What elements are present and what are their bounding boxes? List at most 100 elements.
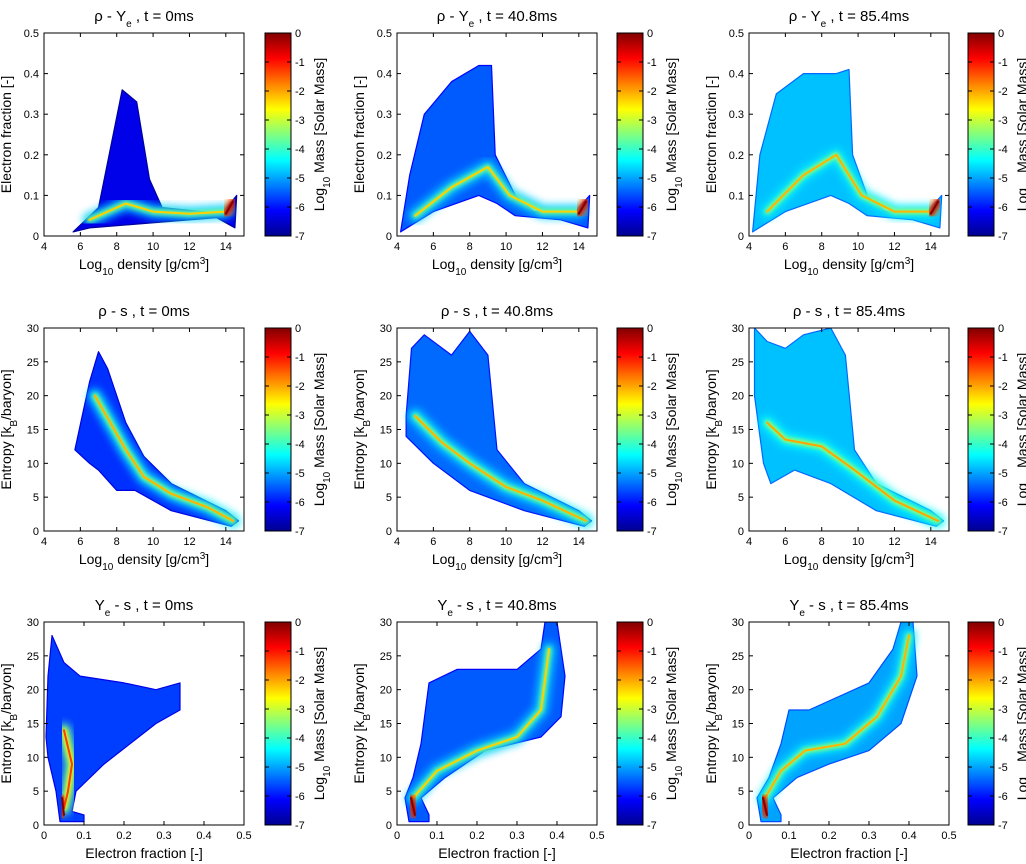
x-tick-label: 4 (41, 241, 47, 253)
mass-ridge-core (766, 153, 932, 213)
panel-p20: 0 0.1 0.2 0.3 0.4 0.5 0 5 10 15 20 25 30 Ye - s , t =… (0, 597, 333, 861)
y-axis-label: Entropy [kB/baryon] (0, 369, 20, 489)
y-tick-label: 0 (33, 820, 39, 832)
y-tick-label: 20 (380, 685, 392, 697)
y-tick-label: 15 (27, 425, 39, 437)
colorbar-tick-label: -7 (295, 231, 305, 243)
y-tick-label: 15 (380, 425, 392, 437)
x-tick-label: 14 (925, 536, 937, 548)
x-axis-label: Electron fraction [-] (85, 845, 203, 861)
x-tick-label: 0 (746, 830, 752, 842)
colorbar-tick-label: -5 (295, 173, 305, 185)
colorbar-tick-label: 0 (647, 28, 653, 40)
y-tick-label: 5 (386, 492, 392, 504)
x-tick-label: 0.3 (156, 830, 171, 842)
y-tick-label: 0 (33, 231, 39, 243)
y-tick-label: 0.3 (377, 109, 392, 121)
colorbar-gradient (616, 327, 644, 532)
colorbar-tick-label: -7 (998, 526, 1008, 538)
x-tick-label: 0.3 (509, 830, 524, 842)
colorbar: 0 -1 -2 -3 -4 -5 -6 -7 Log10 Mass [Solar Mass] (616, 28, 685, 243)
x-tick-label: 10 (852, 241, 864, 253)
x-tick-label: 6 (782, 241, 788, 253)
panel-title: Ye - s , t = 40.8ms (437, 597, 556, 619)
x-tick-label: 0.5 (236, 830, 251, 842)
x-tick-label: 4 (746, 536, 752, 548)
colorbar-tick-label: -4 (295, 144, 305, 156)
colorbar-gradient (967, 621, 995, 826)
y-tick-label: 5 (738, 492, 744, 504)
y-axis-label: Entropy [kB/baryon] (0, 663, 20, 783)
y-tick-label: 0.4 (24, 69, 39, 81)
colorbar-tick-label: -1 (295, 57, 305, 69)
y-tick-label: 0 (386, 231, 392, 243)
y-tick-label: 10 (380, 458, 392, 470)
colorbar-tick-label: -2 (647, 675, 657, 687)
y-tick-label: 20 (27, 685, 39, 697)
heatmap-data (45, 634, 181, 823)
x-tick-label: 6 (430, 241, 436, 253)
mass-ridge-core (88, 202, 227, 221)
y-tick-label: 30 (27, 617, 39, 629)
colorbar-tick-label: -2 (998, 675, 1008, 687)
colorbar: 0 -1 -2 -3 -4 -5 -6 -7 Log10 Mass [Solar Mass] (616, 323, 685, 538)
colorbar-tick-label: -4 (647, 733, 657, 745)
x-tick-label: 10 (500, 241, 512, 253)
y-tick-label: 25 (27, 357, 39, 369)
x-tick-label: 10 (500, 536, 512, 548)
colorbar-tick-label: -2 (295, 675, 305, 687)
mass-region (45, 634, 181, 823)
y-tick-label: 25 (732, 651, 744, 663)
colorbar-tick-label: -3 (647, 410, 657, 422)
colorbar-gradient (616, 32, 644, 237)
panel-title: ρ - s , t = 85.4ms (793, 303, 905, 320)
panel-p12: 4 6 8 10 12 14 0 5 10 15 20 25 30 ρ - s , t = 85.4ms L… (703, 303, 1026, 573)
colorbar-gradient (264, 327, 292, 532)
x-tick-label: 0 (394, 830, 400, 842)
x-tick-label: 0.1 (429, 830, 444, 842)
mass-ridge-core (410, 796, 416, 816)
panel-p22: 0 0.1 0.2 0.3 0.4 0.5 0 5 10 15 20 25 30 Ye - s , t =… (703, 597, 1026, 861)
panel-p11: 4 6 8 10 12 14 0 5 10 15 20 25 30 ρ - s , t = 40.8ms L… (351, 303, 685, 573)
colorbar-tick-label: -6 (647, 791, 657, 803)
colorbar-tick-label: -7 (647, 820, 657, 832)
x-tick-label: 0.4 (901, 830, 916, 842)
x-tick-label: 14 (925, 241, 937, 253)
colorbar-tick-label: -1 (295, 352, 305, 364)
x-tick-label: 14 (573, 241, 585, 253)
colorbar-label: Log10 Mass [Solar Mass] (663, 58, 685, 212)
colorbar-tick-label: -2 (998, 381, 1008, 393)
x-tick-label: 0.5 (941, 830, 956, 842)
y-tick-label: 25 (732, 357, 744, 369)
x-axis-label: Log10 density [g/cm3] (79, 256, 209, 278)
colorbar-tick-label: -2 (647, 86, 657, 98)
x-tick-label: 14 (573, 536, 585, 548)
y-axis-label: Entropy [kB/baryon] (351, 369, 373, 489)
x-tick-label: 6 (77, 241, 83, 253)
colorbar-tick-label: -4 (295, 439, 305, 451)
colorbar-tick-label: -1 (647, 646, 657, 658)
panel-p02: 4 6 8 10 12 14 0 0.1 0.2 0.3 0.4 0.5 ρ - Ye , t = 85… (703, 8, 1026, 278)
y-tick-label: 10 (732, 752, 744, 764)
y-tick-label: 5 (33, 786, 39, 798)
x-tick-label: 0.3 (861, 830, 876, 842)
y-tick-label: 0 (386, 820, 392, 832)
y-tick-label: 10 (27, 458, 39, 470)
x-tick-label: 4 (394, 241, 400, 253)
colorbar-tick-label: -1 (647, 352, 657, 364)
colorbar-tick-label: -1 (647, 57, 657, 69)
panel-p21: 0 0.1 0.2 0.3 0.4 0.5 0 5 10 15 20 25 30 Ye - s , t =… (351, 597, 685, 861)
y-tick-label: 5 (386, 786, 392, 798)
colorbar-tick-label: -6 (295, 497, 305, 509)
colorbar-tick-label: -3 (647, 704, 657, 716)
colorbar-tick-label: -3 (998, 410, 1008, 422)
x-axis-label: Log10 density [g/cm3] (79, 551, 209, 573)
colorbar-tick-label: -5 (295, 762, 305, 774)
y-tick-label: 0.3 (24, 109, 39, 121)
colorbar-tick-label: -2 (295, 381, 305, 393)
y-tick-label: 15 (732, 425, 744, 437)
colorbar-tick-label: -4 (998, 733, 1008, 745)
x-axis-label: Log10 density [g/cm3] (432, 551, 562, 573)
y-tick-label: 0 (386, 526, 392, 538)
